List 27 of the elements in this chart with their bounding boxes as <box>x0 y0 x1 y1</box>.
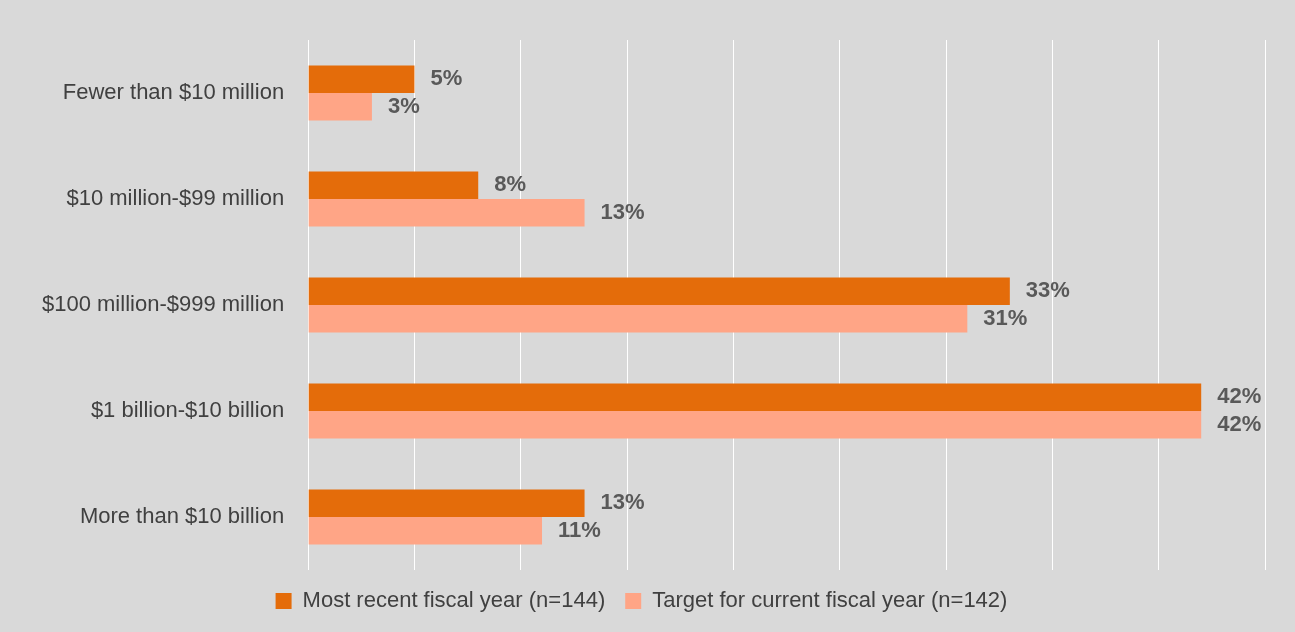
y-tick-label: $1 billion-$10 billion <box>90 397 285 423</box>
bar <box>308 383 1202 411</box>
data-label: 5% <box>430 65 463 91</box>
data-label: 42% <box>1217 383 1262 409</box>
bar <box>308 517 543 545</box>
bar <box>308 277 1010 305</box>
y-tick-label: Fewer than $10 million <box>62 79 285 105</box>
data-label: 8% <box>494 171 527 197</box>
bar <box>308 489 585 517</box>
data-label: 33% <box>1025 277 1070 303</box>
bar <box>308 305 968 333</box>
data-label: 3% <box>387 92 420 118</box>
data-label: 31% <box>983 304 1028 330</box>
bar <box>308 199 585 227</box>
bar <box>308 93 372 121</box>
legend-label: Most recent fiscal year (n=144) <box>302 587 606 613</box>
bar <box>308 411 1202 439</box>
bar <box>308 171 479 199</box>
data-label: 42% <box>1217 410 1262 436</box>
data-label: 13% <box>600 198 645 224</box>
bar <box>308 65 415 93</box>
data-label: 11% <box>558 516 601 542</box>
y-tick-label: $10 million-$99 million <box>66 185 285 211</box>
data-label: 13% <box>600 489 645 515</box>
y-tick-label: $100 million-$999 million <box>41 291 285 317</box>
y-tick-label: More than $10 billion <box>79 503 285 529</box>
legend-label: Target for current fiscal year (n=142) <box>652 587 1008 613</box>
